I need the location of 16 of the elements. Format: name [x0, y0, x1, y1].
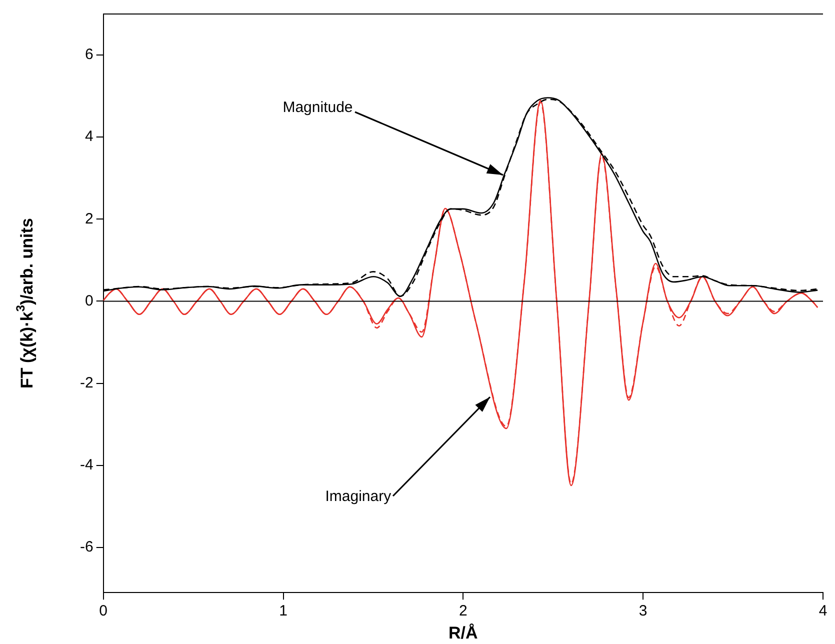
x-tick-label: 3	[638, 602, 648, 620]
y-axis-title: FT (χ(k)·k3)/arb. units	[14, 218, 37, 388]
x-tick-label: 2	[458, 602, 468, 620]
annotation: Magnitude	[282, 99, 353, 116]
annotation: Imaginary	[325, 488, 392, 505]
y-tick-label: -4	[80, 456, 94, 474]
y-tick-label: -6	[80, 538, 94, 556]
x-tick-label: 4	[818, 602, 828, 620]
y-tick-label: 6	[84, 46, 94, 64]
y-tick-label: -2	[80, 374, 94, 392]
x-axis-title: R/Å	[448, 623, 478, 642]
x-tick-label: 0	[99, 602, 108, 620]
y-tick-label: 2	[84, 210, 94, 228]
y-tick-label: 0	[84, 292, 94, 310]
y-tick-label: 4	[84, 128, 94, 146]
x-tick-label: 1	[279, 602, 288, 620]
